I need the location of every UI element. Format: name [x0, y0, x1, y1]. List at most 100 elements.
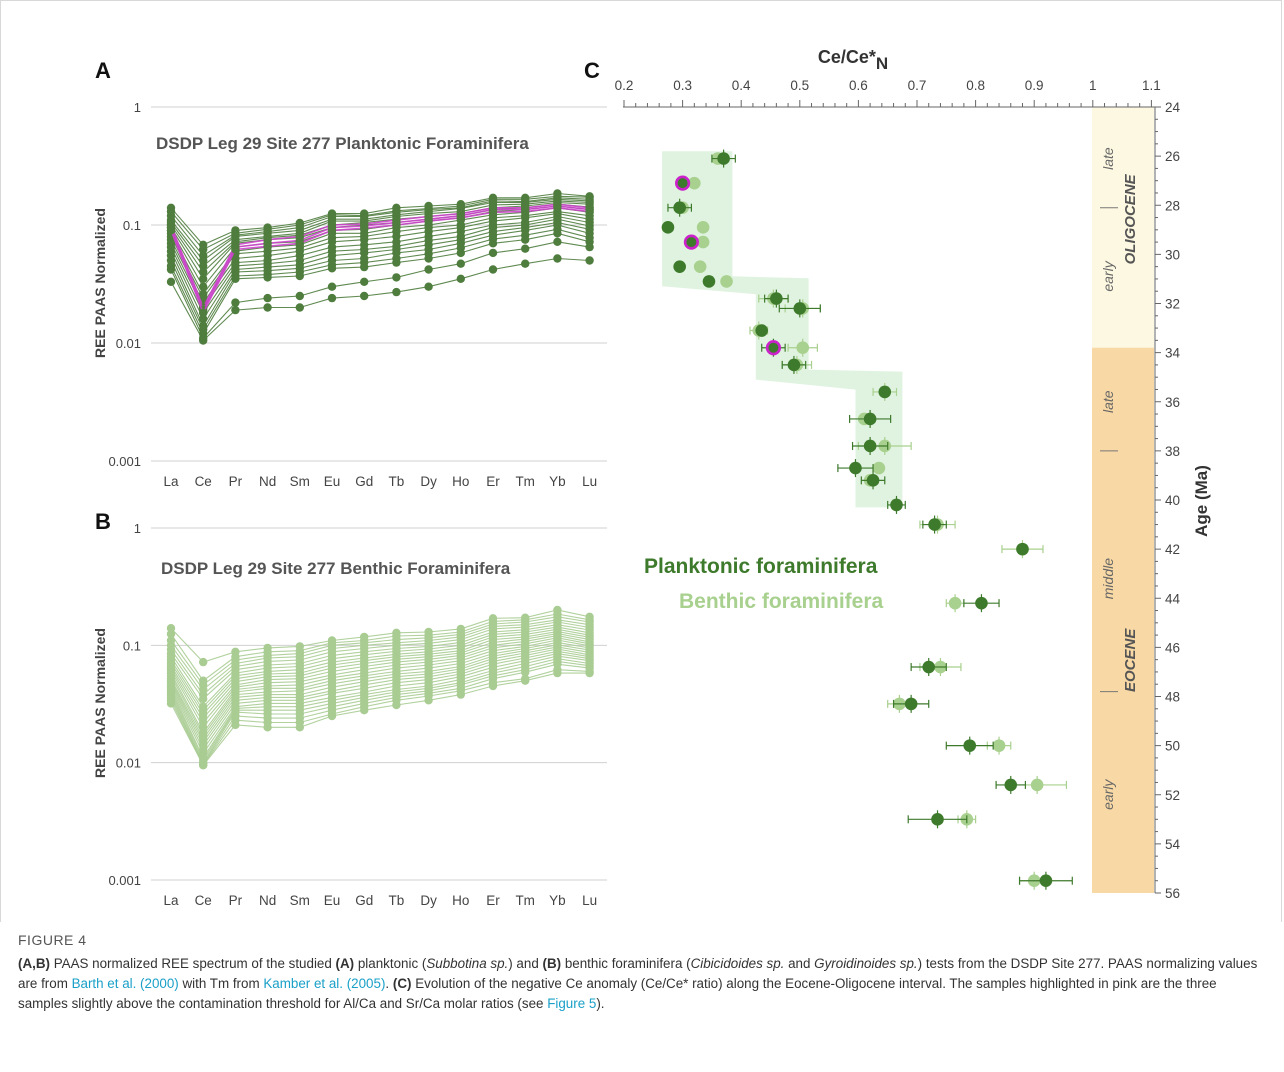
data-point [424, 216, 433, 226]
planktonic-point [674, 175, 691, 191]
x-tick-label: Sm [290, 893, 310, 908]
series-line [170, 646, 590, 744]
data-point [360, 277, 369, 286]
data-point [521, 259, 530, 268]
data-point [456, 690, 465, 699]
y-tick-label: 0.1 [123, 218, 141, 233]
y-tick-label: 56 [1165, 886, 1180, 901]
series-line [170, 203, 590, 310]
caption-link[interactable]: Barth et al. (2000) [71, 976, 179, 991]
data-point [231, 298, 240, 307]
x-tick-label: Nd [259, 474, 276, 489]
data-point [199, 657, 208, 667]
data-point [360, 291, 369, 301]
series-line [170, 257, 590, 342]
x-tick-label: Tb [389, 474, 405, 489]
data-point [488, 208, 498, 217]
data-point [585, 256, 594, 265]
planktonic-point [849, 461, 862, 475]
x-tick-label: Ho [452, 474, 469, 489]
planktonic-point [904, 697, 918, 711]
y-tick-label: 40 [1165, 493, 1180, 508]
epoch-label: OLIGOCENE [1122, 173, 1139, 264]
y-tick-label: 36 [1165, 395, 1180, 410]
planktonic-point [765, 340, 782, 356]
subdivision-label: middle [1100, 558, 1116, 599]
panel-b-series [166, 605, 594, 770]
panel-b-ylabel: REE PAAS Normalized [92, 628, 108, 778]
data-point [166, 226, 176, 235]
data-point [521, 676, 530, 685]
x-tick-label: Ce [195, 474, 212, 489]
data-point [199, 267, 208, 277]
data-point [553, 203, 562, 212]
series-line [170, 195, 590, 251]
x-tick-label: 0.8 [966, 78, 985, 93]
x-tick-label: Eu [324, 474, 341, 489]
series-line [170, 633, 590, 720]
panel-a-title: DSDP Leg 29 Site 277 Planktonic Foramini… [156, 134, 529, 153]
planktonic-point [963, 739, 977, 752]
series-line [170, 224, 590, 327]
series-line [170, 207, 590, 296]
series-line [170, 621, 590, 696]
series-line [170, 221, 590, 321]
data-point [199, 245, 208, 254]
data-point [585, 242, 594, 252]
data-point [521, 244, 530, 253]
x-tick-label: Tb [389, 893, 405, 908]
panel-c-xlabel-sub: N [876, 54, 888, 73]
panel-c-ylabel: Age (Ma) [1192, 465, 1211, 537]
series-line [170, 241, 590, 340]
data-point [424, 254, 433, 263]
series-line [170, 201, 590, 273]
planktonic-point [928, 518, 941, 531]
planktonic-point [787, 358, 801, 372]
caption-segment: ) tests from the DSDP Site 277. PAAS nor… [18, 956, 1258, 991]
data-point [166, 265, 176, 274]
data-point [456, 274, 465, 283]
x-tick-label: Lu [582, 893, 597, 908]
y-tick-label: 54 [1165, 837, 1181, 852]
series-line [170, 218, 590, 314]
caption-segment: Gyroidinoides sp. [814, 956, 918, 971]
data-point [456, 248, 465, 258]
data-point [456, 259, 465, 268]
data-point [166, 699, 176, 708]
caption-segment: . [385, 976, 393, 991]
planktonic-point [1016, 542, 1029, 556]
x-tick-label: Er [486, 893, 500, 908]
panel-c-series [661, 149, 1073, 890]
figure-caption: FIGURE 4 (A,B) PAAS normalized REE spect… [18, 930, 1268, 1014]
data-point [424, 696, 433, 705]
data-point [488, 248, 498, 258]
benthic-point [992, 739, 1006, 752]
series-line [170, 641, 590, 737]
series-line [170, 228, 590, 331]
benthic-point [1030, 778, 1044, 792]
subdivision-label: early [1100, 779, 1116, 810]
data-point [199, 282, 208, 291]
y-tick-label: 48 [1165, 690, 1180, 705]
x-tick-label: 0.9 [1025, 78, 1044, 93]
y-tick-label: 1 [134, 100, 141, 115]
data-point [295, 271, 304, 281]
y-tick-label: 52 [1165, 788, 1180, 803]
panel-c-epoch-bars: OLIGOCENE EOCENE late early late middle early [1092, 107, 1154, 893]
planktonic-point [975, 596, 988, 610]
data-point [392, 287, 401, 297]
x-tick-label: 0.6 [849, 78, 868, 93]
data-point [166, 629, 176, 639]
panel-b: B DSDP Leg 29 Site 277 Benthic Foraminif… [92, 509, 607, 908]
subdivision-label: early [1100, 260, 1116, 291]
x-tick-label: Pr [229, 474, 243, 489]
caption-link[interactable]: Figure 5 [547, 996, 597, 1011]
caption-link[interactable]: Kamber et al. (2005) [263, 976, 386, 991]
panel-b-x-ticks: La Ce Pr Nd Sm Eu Gd Tb Dy Ho Er Tm Yb Lu [163, 893, 597, 908]
data-point [231, 720, 240, 730]
series-line [170, 631, 590, 715]
data-point [199, 308, 208, 318]
data-point [553, 229, 562, 238]
planktonic-point [1004, 778, 1018, 792]
series-line [170, 628, 590, 712]
